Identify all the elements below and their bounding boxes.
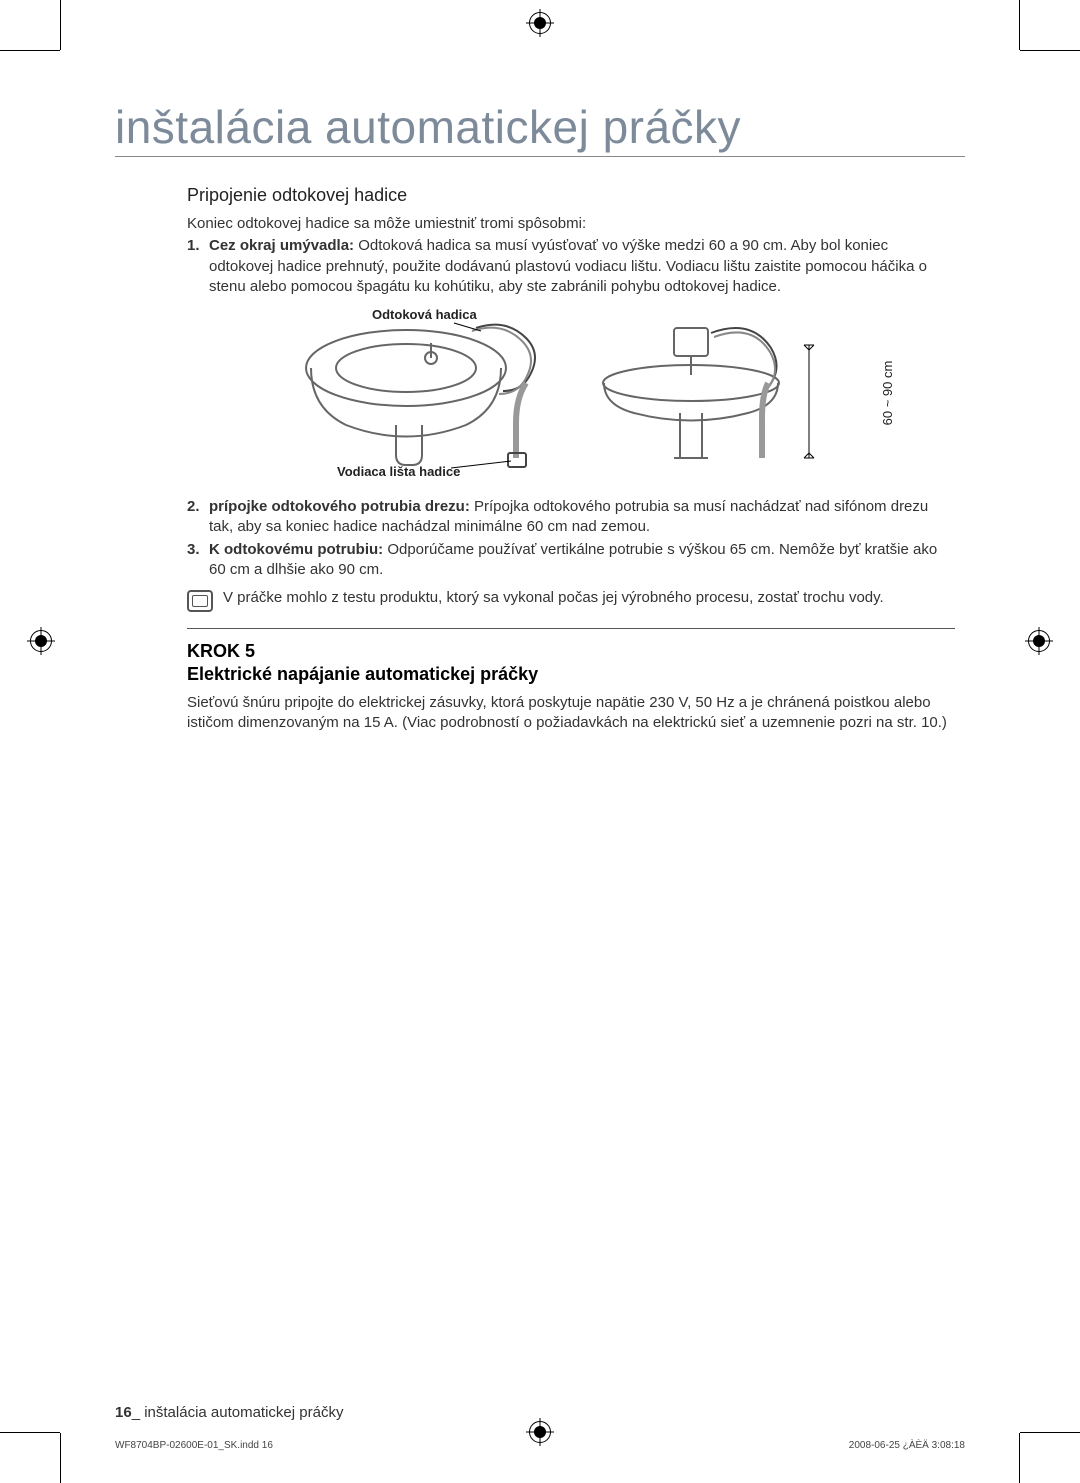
note-text: V práčke mohlo z testu produktu, ktorý s… (223, 588, 884, 610)
list-bold: K odtokovému potrubiu: (209, 541, 383, 558)
list-item-1: 1. Cez okraj umývadla: Odtoková hadica s… (187, 236, 955, 297)
list-text: K odtokovému potrubiu: Odporúčame použív… (209, 540, 955, 581)
registration-mark-icon (30, 630, 52, 652)
list-bold: Cez okraj umývadla: (209, 237, 354, 254)
crop-mark (60, 1433, 61, 1483)
diagram-faucet-icon (596, 313, 856, 473)
list-text: Cez okraj umývadla: Odtoková hadica sa m… (209, 236, 955, 297)
print-meta-left: WF8704BP-02600E-01_SK.indd 16 (115, 1440, 273, 1451)
crop-mark (1020, 1432, 1080, 1433)
diagram-sink-icon (286, 313, 576, 473)
crop-mark (1019, 1433, 1020, 1483)
step-heading: KROK 5 (187, 641, 955, 662)
page-title: inštalácia automatickej práčky (115, 100, 965, 157)
list-item-3: 3. K odtokovému potrubiu: Odporúčame pou… (187, 540, 955, 581)
print-meta-right: 2008-06-25 ¿ÀÈÄ 3:08:18 (849, 1440, 965, 1451)
list-number: 1. (187, 236, 209, 297)
subheading-drain-hose: Pripojenie odtokovej hadice (187, 185, 955, 206)
list-number: 3. (187, 540, 209, 581)
list-text: prípojke odtokového potrubia drezu: Príp… (209, 497, 955, 538)
list-number: 2. (187, 497, 209, 538)
intro-text: Koniec odtokovej hadice sa môže umiestni… (187, 214, 955, 234)
registration-mark-icon (529, 12, 551, 34)
figure-drain-hose: Odtoková hadica (187, 307, 955, 479)
crop-mark (1020, 50, 1080, 51)
page-body: inštalácia automatickej práčky Pripojeni… (115, 100, 965, 1403)
footer-sep: _ (132, 1404, 145, 1421)
step-body: Sieťovú šnúru pripojte do elektrickej zá… (187, 693, 955, 734)
note-icon (187, 590, 213, 612)
step-subheading: Elektrické napájanie automatickej práčky (187, 664, 955, 685)
figure-label-top: Odtoková hadica (372, 307, 477, 322)
registration-mark-icon (529, 1421, 551, 1443)
page-number: 16 (115, 1404, 132, 1421)
crop-mark (0, 50, 60, 51)
footer-label: inštalácia automatickej práčky (144, 1404, 343, 1421)
crop-mark (0, 1432, 60, 1433)
list-item-2: 2. prípojke odtokového potrubia drezu: P… (187, 497, 955, 538)
page-footer: 16_ inštalácia automatickej práčky (115, 1404, 343, 1421)
note-block: V práčke mohlo z testu produktu, ktorý s… (187, 588, 955, 612)
list-bold: prípojke odtokového potrubia drezu: (209, 498, 470, 515)
crop-mark (1019, 0, 1020, 50)
figure-label-side: 60 ~ 90 cm (880, 361, 895, 426)
divider (187, 628, 955, 629)
registration-mark-icon (1028, 630, 1050, 652)
crop-mark (60, 0, 61, 50)
content-column: Pripojenie odtokovej hadice Koniec odtok… (115, 185, 965, 734)
figure-label-bottom: Vodiaca lišta hadice (337, 464, 460, 479)
